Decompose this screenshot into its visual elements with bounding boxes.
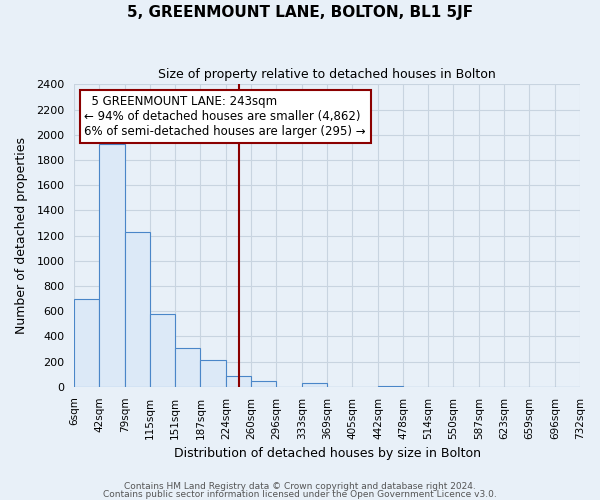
Bar: [251, 381, 277, 387]
Bar: [100, 144, 125, 387]
Y-axis label: Number of detached properties: Number of detached properties: [15, 137, 28, 334]
Bar: [226, 376, 251, 387]
Text: Contains HM Land Registry data © Crown copyright and database right 2024.: Contains HM Land Registry data © Crown c…: [124, 482, 476, 491]
Bar: [175, 348, 200, 387]
Text: 5, GREENMOUNT LANE, BOLTON, BL1 5JF: 5, GREENMOUNT LANE, BOLTON, BL1 5JF: [127, 5, 473, 20]
Title: Size of property relative to detached houses in Bolton: Size of property relative to detached ho…: [158, 68, 496, 80]
Bar: [200, 360, 226, 387]
Bar: [302, 383, 327, 387]
Bar: [150, 314, 175, 387]
Bar: [378, 386, 403, 387]
Bar: [74, 298, 100, 387]
X-axis label: Distribution of detached houses by size in Bolton: Distribution of detached houses by size …: [173, 447, 481, 460]
Text: Contains public sector information licensed under the Open Government Licence v3: Contains public sector information licen…: [103, 490, 497, 499]
Text: 5 GREENMOUNT LANE: 243sqm  
← 94% of detached houses are smaller (4,862)
6% of s: 5 GREENMOUNT LANE: 243sqm ← 94% of detac…: [85, 95, 366, 138]
Bar: [125, 232, 150, 387]
